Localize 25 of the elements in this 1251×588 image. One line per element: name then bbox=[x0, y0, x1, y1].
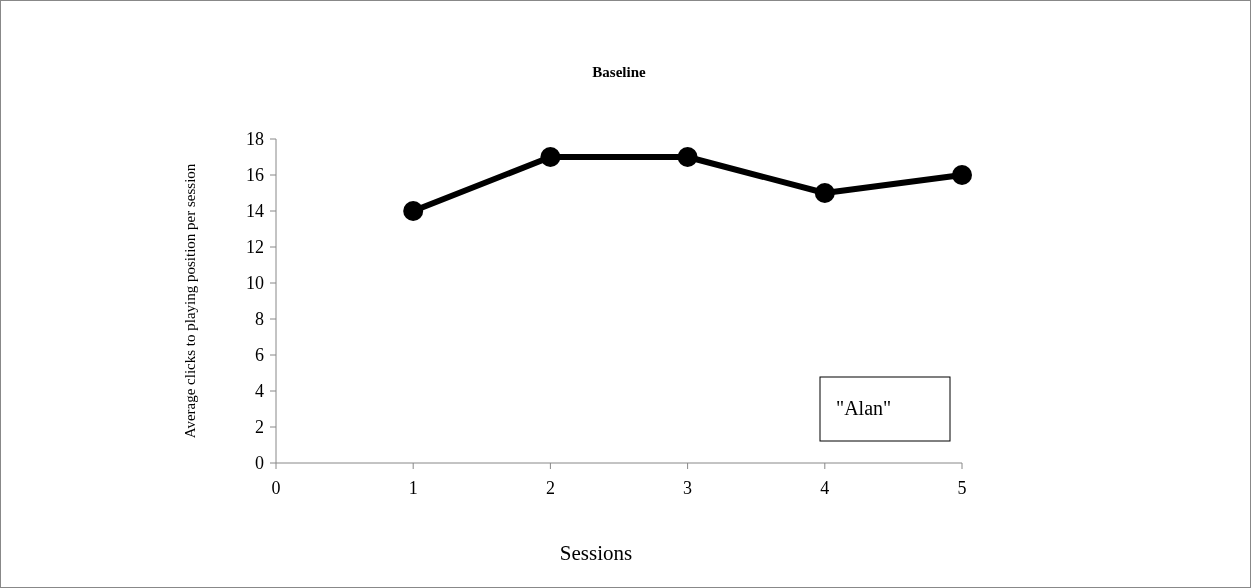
y-tick-label: 10 bbox=[246, 273, 264, 294]
annotation: "Alan" bbox=[836, 397, 892, 419]
y-tick-label: 8 bbox=[255, 309, 264, 330]
x-tick-label: 4 bbox=[820, 478, 830, 498]
y-tick-label: 12 bbox=[246, 237, 264, 258]
x-tick-label: 2 bbox=[545, 478, 555, 498]
y-tick-label: 14 bbox=[246, 201, 264, 222]
x-tick-label: 1 bbox=[408, 478, 418, 498]
x-tick-label: 5 bbox=[957, 478, 967, 498]
point bbox=[814, 183, 835, 203]
point bbox=[403, 201, 424, 221]
y-tick-label: 4 bbox=[255, 381, 264, 402]
x-tick-label: 0 bbox=[271, 478, 281, 498]
point bbox=[952, 165, 972, 185]
y-tick-label: 16 bbox=[246, 165, 264, 186]
y-tick-label: 18 bbox=[246, 129, 264, 150]
y-axis-title: Average clicks to playing position per session bbox=[182, 163, 198, 439]
x-tick-label: 3 bbox=[683, 478, 693, 498]
y-tick-label: 2 bbox=[255, 417, 264, 438]
point bbox=[540, 147, 561, 167]
y-tick-label: 0 bbox=[255, 453, 264, 474]
y-tick-label: 6 bbox=[255, 345, 264, 366]
x-axis-title: Sessions bbox=[559, 541, 633, 565]
chart-title: Baseline bbox=[592, 64, 647, 80]
point bbox=[677, 147, 698, 167]
